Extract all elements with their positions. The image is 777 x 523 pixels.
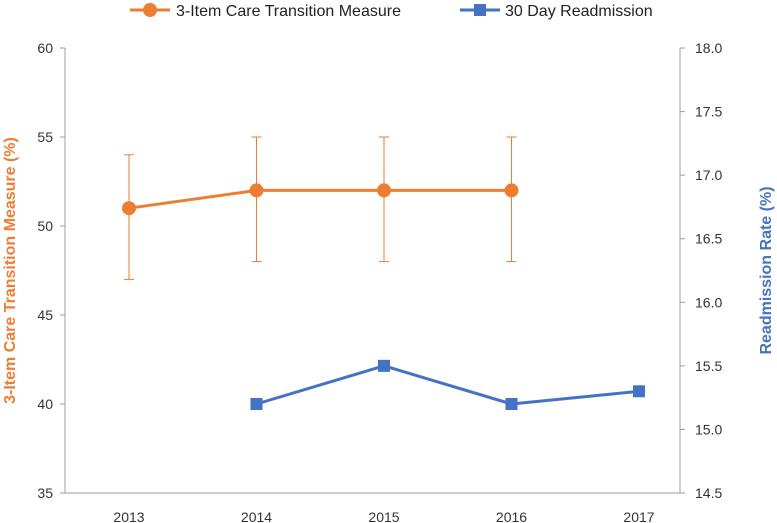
right-tick-label: 18.0: [695, 40, 722, 56]
left-tick-label: 40: [37, 396, 53, 412]
data-point-circle: [249, 183, 264, 198]
data-point-square: [505, 398, 518, 410]
series-layer: [122, 136, 645, 410]
legend: 3-Item Care Transition Measure 30 Day Rea…: [130, 3, 653, 20]
left-tick-label: 45: [37, 307, 53, 323]
legend-marker-square: [474, 4, 486, 16]
axes: 35 40 45 50 55 60 14.5 15.0 15.5 16.0 16.5 17.0 17.5…: [37, 40, 722, 523]
right-tick-label: 17.5: [695, 104, 722, 120]
data-point-square: [250, 398, 263, 410]
data-point-square: [378, 359, 390, 372]
right-tick-label: 16.5: [695, 231, 722, 247]
right-tick-label: 14.5: [695, 485, 722, 501]
right-tick-label: 16.0: [695, 294, 722, 310]
right-tick-label: 17.0: [695, 167, 722, 183]
right-axis-title: Readmission Rate (%): [758, 186, 775, 354]
left-tick-label: 60: [37, 40, 53, 56]
left-tick-label: 55: [37, 129, 53, 145]
right-tick-label: 15.0: [695, 421, 722, 437]
data-point-square: [633, 385, 645, 398]
left-tick-label: 35: [37, 485, 53, 501]
legend-marker-circle: [143, 3, 157, 17]
x-tick-label: 2014: [241, 509, 272, 523]
x-tick-label: 2017: [623, 509, 654, 523]
right-tick-label: 15.5: [695, 358, 722, 374]
series-line: [256, 364, 640, 406]
left-tick-label: 50: [37, 218, 53, 234]
x-tick-label: 2016: [496, 509, 527, 523]
x-tick-label: 2013: [113, 509, 144, 523]
x-tick-label: 2015: [368, 509, 399, 523]
left-axis-title: 3-Item Care Transition Measure (%): [2, 137, 19, 404]
data-point-circle: [122, 201, 136, 216]
data-point-circle: [377, 183, 391, 198]
series-line: [128, 188, 512, 210]
series-care-transition: [122, 136, 519, 280]
series-readmission: [250, 359, 645, 410]
legend-label: 30 Day Readmission: [505, 3, 653, 20]
data-point-circle: [504, 183, 519, 198]
legend-label: 3-Item Care Transition Measure: [176, 3, 401, 20]
